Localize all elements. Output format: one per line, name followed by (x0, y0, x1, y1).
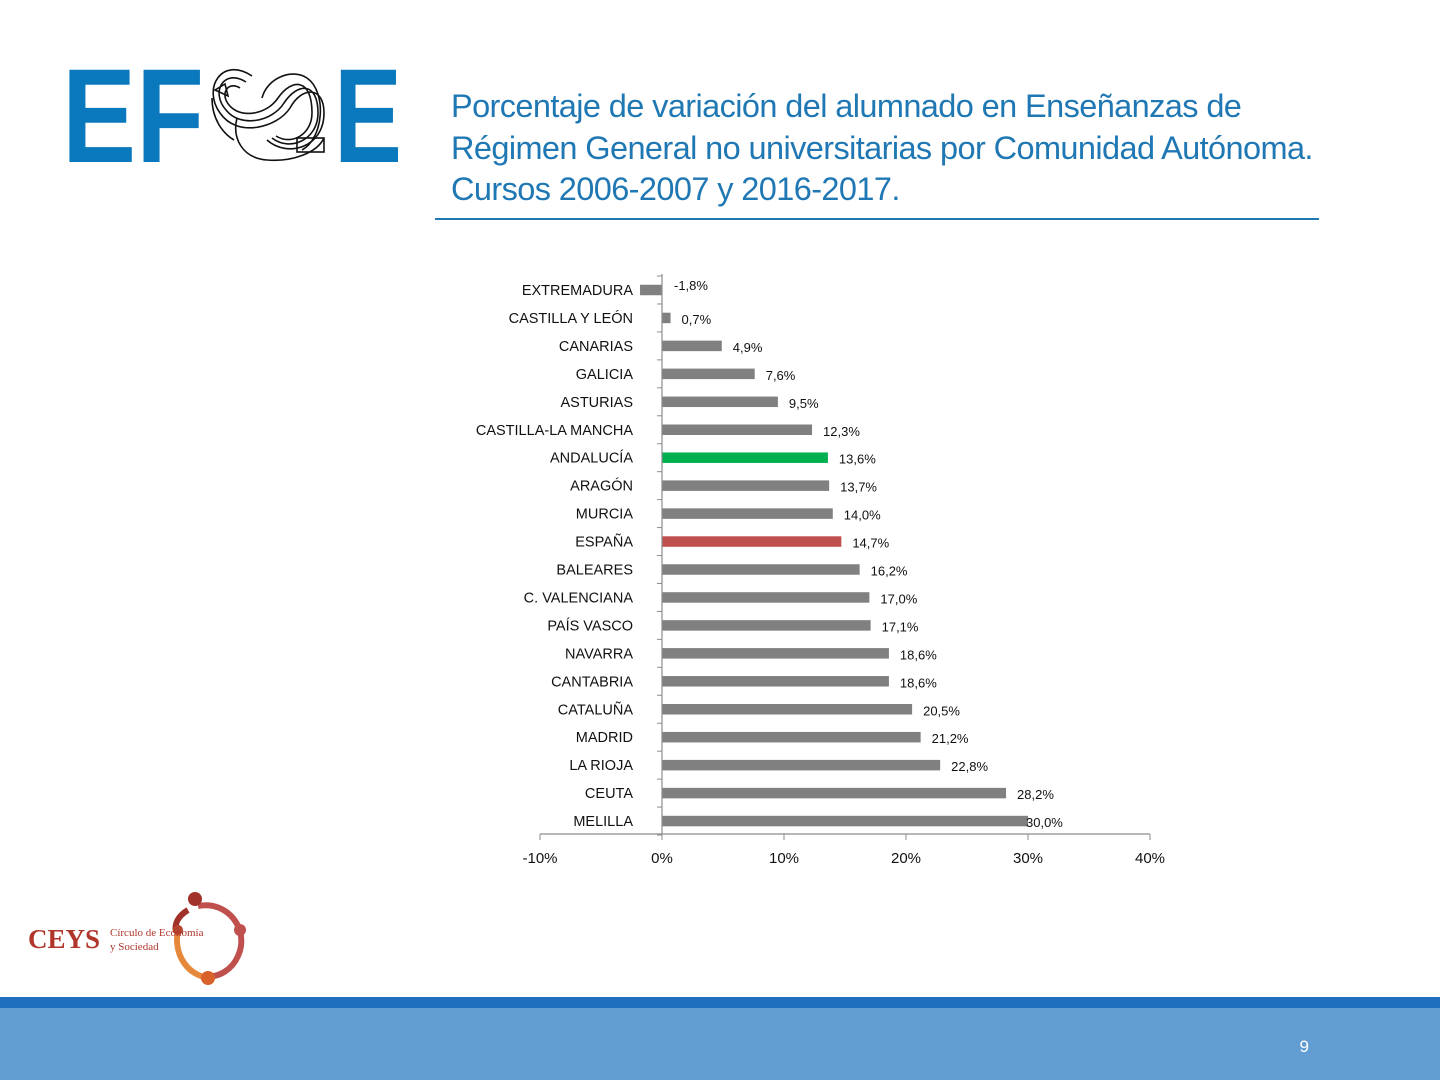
bar-cantabria (662, 676, 889, 687)
category-label: CASTILLA Y LEÓN (509, 310, 633, 327)
x-tick-label: 0% (651, 850, 673, 867)
efe-logo: EF E (62, 58, 402, 168)
logo-emblem (211, 69, 325, 162)
logo-letters-left: EF (62, 58, 204, 168)
bar-madrid (662, 731, 921, 743)
value-label: 14,7% (852, 536, 889, 551)
category-label: ASTURIAS (560, 395, 633, 411)
category-label: C. VALENCIANA (524, 590, 634, 606)
ceys-line2: y Sociedad (110, 941, 159, 953)
ceys-logo: CEYS Círculo de Economía y Sociedad (28, 892, 246, 985)
bar-baleares (662, 564, 860, 575)
x-tick-label: 20% (891, 850, 921, 867)
x-tick-label: -10% (522, 850, 557, 867)
category-label: BALEARES (556, 563, 633, 579)
category-labels: EXTREMADURA CASTILLA Y LEÓN CANARIAS GALICI… (476, 283, 633, 830)
value-label: 22,8% (951, 759, 988, 774)
category-label: ESPAÑA (575, 534, 633, 551)
x-tick-label: 40% (1135, 850, 1165, 867)
bar-cataluna (662, 704, 913, 715)
value-label: -1,8% (674, 278, 708, 293)
bar-extremadura (640, 284, 662, 296)
value-label: 17,0% (880, 591, 917, 606)
value-label: 13,6% (839, 452, 876, 467)
category-label: MELILLA (573, 814, 633, 830)
category-label: PAÍS VASCO (547, 617, 633, 634)
bar-asturias (662, 396, 778, 408)
bar-murcia (662, 508, 833, 519)
bar-aragon (662, 480, 830, 491)
bar-galicia (662, 368, 755, 380)
value-label: 18,6% (900, 647, 937, 662)
value-label: 18,6% (900, 675, 937, 690)
value-label: 13,7% (840, 480, 877, 495)
x-tick-label: 10% (769, 850, 799, 867)
category-label: CEUTA (585, 786, 633, 802)
value-label: 20,5% (923, 703, 960, 718)
value-label: 0,7% (682, 312, 712, 327)
category-label: ANDALUCÍA (550, 450, 633, 467)
value-label: 4,9% (733, 340, 763, 355)
ceys-line1: Círculo de Economía (110, 927, 204, 939)
value-label: 28,2% (1017, 787, 1054, 802)
bar-castilla-y-leon (662, 312, 671, 324)
bar-navarra (662, 648, 889, 659)
logo-letters-right: E (334, 58, 402, 168)
category-label: ARAGÓN (570, 478, 633, 495)
category-label: GALICIA (576, 367, 634, 383)
chart-title: Porcentaje de variación del alumnado en … (451, 88, 1313, 207)
category-label: LA RIOJA (569, 758, 633, 774)
bar-ceuta (662, 787, 1007, 799)
bar-la-rioja (662, 759, 941, 771)
title-divider (435, 218, 1319, 220)
value-label: 21,2% (932, 731, 969, 746)
value-labels: -1,8% 0,7% 4,9%7,6% 9,5% 12,3% 13,6% 13,7% 14,0… (674, 278, 1063, 830)
bar-andalucia (662, 452, 828, 463)
value-label: 16,2% (871, 564, 908, 579)
ceys-abbr: CEYS (28, 924, 100, 954)
category-label: CASTILLA-LA MANCHA (476, 423, 633, 439)
category-label: NAVARRA (565, 646, 633, 662)
value-label: 7,6% (766, 368, 796, 383)
x-axis: -10% 0% 10% 20% 30% 40% (522, 274, 1165, 867)
value-label: 9,5% (789, 396, 819, 411)
category-label: CATALUÑA (558, 701, 634, 718)
bar-c-valenciana (662, 592, 870, 603)
category-label: CANARIAS (559, 339, 633, 355)
bar-pais-vasco (662, 620, 871, 631)
bar-canarias (662, 340, 722, 352)
value-label: 14,0% (844, 508, 881, 523)
footer-bar (0, 1008, 1440, 1080)
bar-espana (662, 536, 842, 547)
category-label: MADRID (576, 730, 633, 746)
value-label: 17,1% (882, 619, 919, 634)
footer-stripe (0, 997, 1440, 1008)
bars-group (640, 284, 1028, 827)
x-tick-label: 30% (1013, 850, 1043, 867)
bar-castilla-la-mancha (662, 424, 813, 435)
value-label: 30,0% (1026, 815, 1063, 830)
bar-melilla (662, 815, 1028, 827)
category-label: EXTREMADURA (522, 283, 634, 299)
page-number: 9 (1299, 1037, 1309, 1056)
category-label: CANTABRIA (551, 674, 633, 690)
value-label: 12,3% (823, 424, 860, 439)
category-label: MURCIA (576, 507, 634, 523)
ceys-emblem (172, 892, 246, 985)
